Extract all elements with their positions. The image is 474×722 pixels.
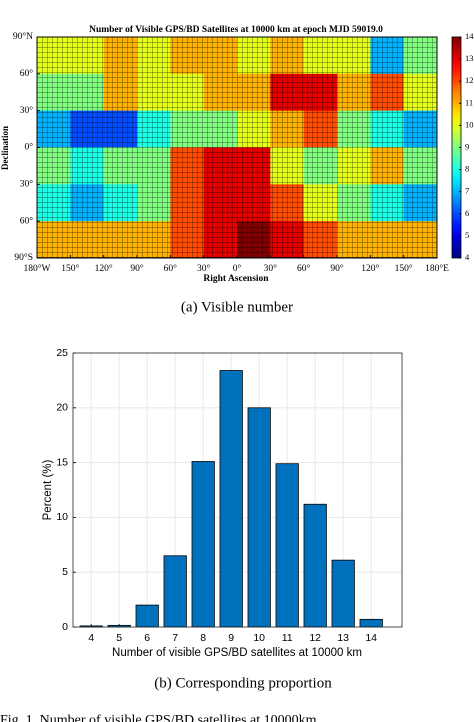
x-tick-label: 120° bbox=[361, 263, 379, 274]
plot: 180°W 150° 120° 90° 60° 30° 0° 30° 60° 90° 120° 150… bbox=[13, 31, 474, 274]
y-axis-label: Percent (%) bbox=[42, 459, 54, 520]
x-tick-label: 4 bbox=[88, 632, 94, 644]
figure-caption: Fig. 1. Number of visible GPS/BD satelli… bbox=[0, 713, 317, 722]
colorbar-tick-label: 13 bbox=[465, 53, 474, 63]
x-tick-label: 12 bbox=[309, 632, 321, 644]
bar bbox=[247, 407, 271, 628]
mesh-overlay bbox=[37, 37, 437, 258]
y-tick-label: 15 bbox=[56, 456, 68, 468]
bar bbox=[191, 461, 215, 628]
x-tick-label: 120° bbox=[95, 263, 113, 274]
y-tick-label: 60° bbox=[20, 215, 34, 226]
x-tick-label: 30° bbox=[264, 263, 278, 274]
x-tick-label: 150° bbox=[61, 263, 79, 274]
bar bbox=[219, 370, 243, 628]
x-tick-label: 180°W bbox=[23, 263, 50, 274]
colorbar-tick-label: 8 bbox=[465, 164, 469, 174]
x-tick-label: 11 bbox=[282, 632, 293, 644]
y-tick-label: 0 bbox=[62, 621, 68, 633]
x-tick-label: 5 bbox=[116, 632, 122, 644]
colorbar-tick-label: 10 bbox=[465, 119, 474, 129]
heatmap-panel: 180°W 150° 120° 90° 60° 30° 0° 30° 60° 90° 120° 150… bbox=[0, 25, 474, 315]
plot-frame bbox=[72, 352, 403, 628]
bar bbox=[135, 604, 159, 628]
x-tick-label: 30° bbox=[197, 263, 211, 274]
x-tick-label: 14 bbox=[365, 632, 377, 644]
heatmap-title: Number of Visible GPS/BD Satellites at 1… bbox=[89, 25, 383, 35]
x-axis-label: Number of visible GPS/BD satellites at 1… bbox=[112, 647, 362, 659]
colorbar-tick-label: 14 bbox=[465, 31, 474, 41]
x-axis-label: Right Ascension bbox=[203, 274, 269, 284]
x-tick-label: 8 bbox=[200, 632, 206, 644]
x-tick-label: 9 bbox=[228, 632, 234, 644]
x-tick-label: 0° bbox=[233, 263, 242, 274]
x-tick-label: 60° bbox=[297, 263, 311, 274]
colorbar-tick-label: 6 bbox=[465, 208, 469, 218]
x-tick-label: 150° bbox=[395, 263, 413, 274]
bar bbox=[163, 555, 187, 628]
caption: (a) Visible number bbox=[181, 299, 293, 315]
y-tick-label: 5 bbox=[62, 566, 68, 578]
y-tick-label: 90°N bbox=[13, 31, 33, 42]
y-tick-label: 0° bbox=[24, 142, 33, 153]
plot: 0 5 10 15 20 25 4 5 6 7 8 9 10 11 12 13 14 bbox=[56, 347, 403, 644]
bar bbox=[275, 463, 299, 628]
x-tick-label: 60° bbox=[164, 263, 178, 274]
y-tick-label: 60° bbox=[20, 68, 34, 79]
x-tick-label: 7 bbox=[172, 632, 178, 644]
y-tick-label: 30° bbox=[20, 105, 34, 116]
y-axis-label: Declination bbox=[0, 126, 10, 170]
bar bbox=[359, 618, 383, 628]
colorbar-tick-label: 9 bbox=[465, 141, 469, 151]
caption: (b) Corresponding proportion bbox=[154, 675, 332, 691]
y-tick-label: 30° bbox=[20, 179, 34, 190]
y-tick-label: 20 bbox=[56, 402, 68, 414]
colorbar-tick-label: 5 bbox=[465, 230, 469, 240]
colorbar-tick-label: 11 bbox=[465, 97, 473, 107]
colorbar-tick-label: 7 bbox=[465, 186, 469, 196]
colorbar-tick-label: 12 bbox=[465, 75, 474, 85]
bar-panel: 0 5 10 15 20 25 4 5 6 7 8 9 10 11 12 13 14 Number of vis… bbox=[42, 347, 403, 691]
x-tick-label: 180°E bbox=[425, 263, 449, 274]
x-tick-label: 6 bbox=[144, 632, 150, 644]
bar bbox=[331, 559, 355, 628]
colorbar-tick-label: 4 bbox=[465, 252, 470, 262]
x-tick-label: 10 bbox=[253, 632, 265, 644]
x-tick-label: 90° bbox=[330, 263, 344, 274]
x-tick-label: 13 bbox=[337, 632, 349, 644]
bar bbox=[303, 503, 327, 628]
y-tick-label: 25 bbox=[56, 347, 68, 359]
x-tick-label: 90° bbox=[130, 263, 144, 274]
y-tick-label: 90°S bbox=[14, 252, 33, 263]
y-tick-label: 10 bbox=[56, 511, 68, 523]
